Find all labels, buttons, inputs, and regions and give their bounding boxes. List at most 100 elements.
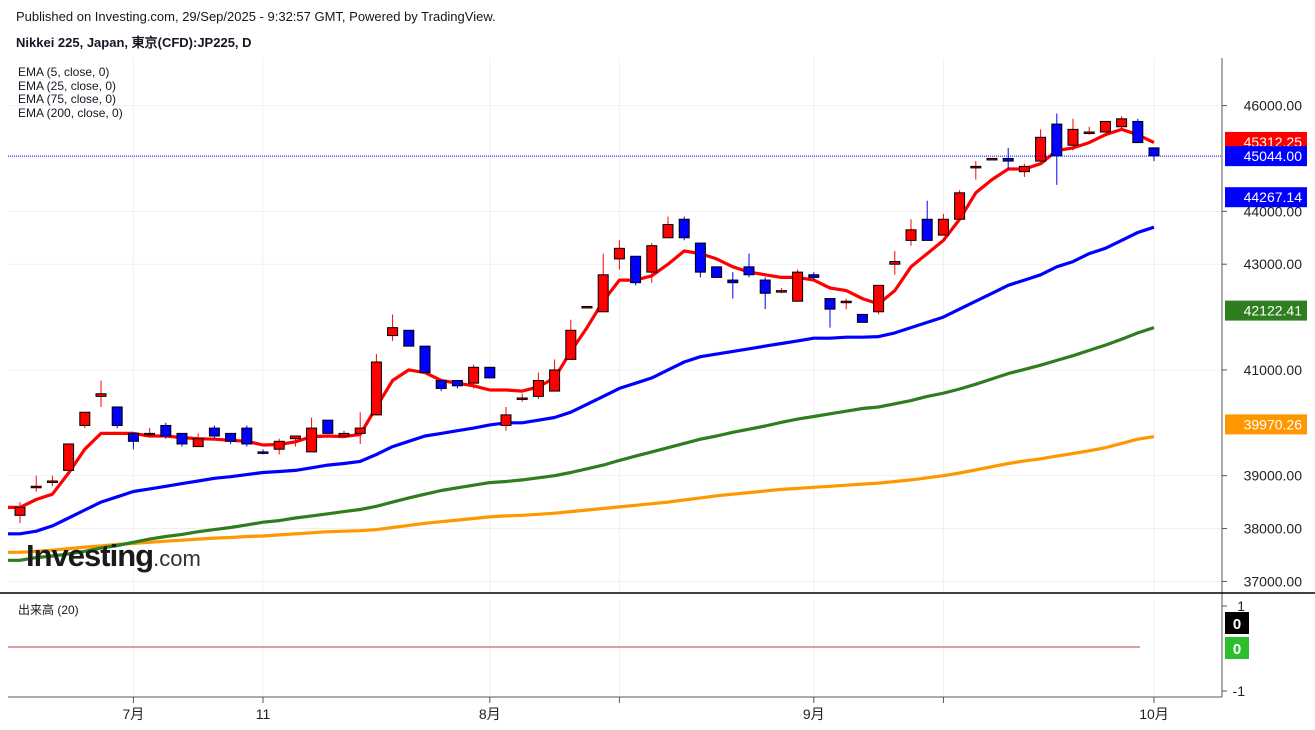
candle-body	[808, 274, 820, 278]
candle-body	[225, 432, 237, 442]
candle-body	[484, 366, 496, 379]
candle-down	[743, 253, 755, 278]
logo-brand: Investing	[26, 538, 154, 573]
y-tick-label: 38000.00	[1244, 521, 1303, 537]
candle-down	[208, 425, 220, 439]
candle-body	[273, 440, 285, 450]
candle-up	[46, 475, 58, 487]
ema75-line	[8, 326, 1155, 562]
candle-body	[1067, 128, 1079, 146]
candle-up	[905, 219, 917, 246]
candle-body	[370, 361, 382, 416]
candle-down	[322, 419, 334, 434]
y-tick-label: 41000.00	[1244, 362, 1303, 378]
candle-body	[840, 300, 852, 304]
candle-body	[986, 157, 998, 161]
candle-body	[289, 435, 301, 440]
ema75-legend-item: EMA (75, close, 0)	[18, 92, 117, 106]
candle-body	[694, 242, 706, 273]
candle-body	[176, 432, 188, 445]
candle-down	[1148, 147, 1160, 162]
price-tag-label: 45312.25	[1244, 134, 1303, 150]
candle-body	[873, 284, 885, 313]
candle-body	[160, 424, 172, 437]
candle-body	[662, 224, 674, 239]
candle-down	[111, 406, 123, 429]
y-tick-label: 43000.00	[1244, 256, 1303, 272]
candle-down	[727, 272, 739, 299]
candle-body	[14, 506, 26, 516]
candle-body	[1148, 147, 1160, 157]
candle-body	[79, 411, 91, 426]
candle-body	[468, 366, 480, 384]
candle-up	[937, 213, 949, 236]
volume-tag-bg	[1225, 637, 1249, 659]
candle-up	[289, 435, 301, 447]
candle-body	[889, 261, 901, 265]
candle-body	[419, 345, 431, 374]
volume-tag-label: 0	[1233, 616, 1241, 633]
price-tag-label: 45044.00	[1244, 148, 1303, 164]
candle-body	[824, 298, 836, 310]
candle-down	[759, 277, 771, 310]
candle-up	[1116, 116, 1128, 130]
candle-body	[856, 313, 868, 323]
candle-down	[225, 432, 237, 444]
candle-up	[840, 298, 852, 310]
candle-up	[549, 359, 561, 392]
candle-body	[354, 427, 366, 434]
candle-down	[241, 425, 253, 447]
candle-down	[711, 266, 723, 278]
candle-body	[1018, 165, 1030, 173]
candle-down	[1051, 113, 1063, 185]
y-tick-label: 44000.00	[1244, 203, 1303, 219]
volume-tag-label: 0	[1233, 641, 1241, 658]
x-tick-label: 7月	[123, 706, 145, 722]
volume-tick-label: 1	[1237, 598, 1245, 614]
volume-tick-label: -1	[1233, 683, 1246, 699]
candle-up	[306, 417, 318, 453]
candle-body	[111, 406, 123, 426]
candle-up	[95, 380, 107, 407]
candle-body	[970, 165, 982, 169]
candle-body	[1002, 157, 1014, 162]
candle-up	[970, 161, 982, 180]
ema25-legend-item: EMA (25, close, 0)	[18, 78, 117, 93]
candle-body	[792, 271, 804, 302]
candle-up	[662, 216, 674, 239]
instrument-title: Nikkei 225, Japan, 東京(CFD):JP225, D	[16, 35, 252, 50]
candle-body	[954, 192, 966, 220]
candle-down	[419, 345, 431, 374]
candle-body	[435, 380, 447, 389]
logo-suffix: .com	[153, 546, 201, 571]
candle-down	[484, 366, 496, 379]
candle-body	[646, 245, 658, 273]
candle-down	[808, 272, 820, 281]
candle-up	[1083, 126, 1095, 135]
ema25-line	[8, 225, 1155, 536]
candle-body	[30, 485, 42, 489]
candle-down	[856, 313, 868, 323]
x-tick-label: 8月	[479, 706, 501, 722]
candle-body	[597, 274, 609, 313]
price-tag-bg	[1225, 414, 1307, 435]
candle-down	[630, 255, 642, 286]
candle-body	[192, 438, 204, 448]
candle-body	[95, 393, 107, 397]
ema-legend: EMA (5, close, 0) EMA (25, close, 0) EMA…	[18, 65, 123, 120]
candle-down	[403, 329, 415, 347]
candle-body	[403, 329, 415, 347]
candle-body	[711, 266, 723, 278]
candle-body	[678, 218, 690, 239]
candle-body	[144, 432, 156, 436]
candle-up	[273, 438, 285, 455]
ema200-legend-item: EMA (200, close, 0)	[18, 105, 123, 120]
ema200-line	[8, 435, 1155, 554]
candle-up	[775, 287, 787, 294]
price-tag-bg	[1225, 146, 1307, 167]
candle-up	[500, 406, 512, 431]
candle-body	[63, 443, 75, 471]
candle-body	[241, 427, 253, 445]
volume-legend: 出来高 (20)	[18, 603, 79, 617]
candle-body	[630, 255, 642, 284]
